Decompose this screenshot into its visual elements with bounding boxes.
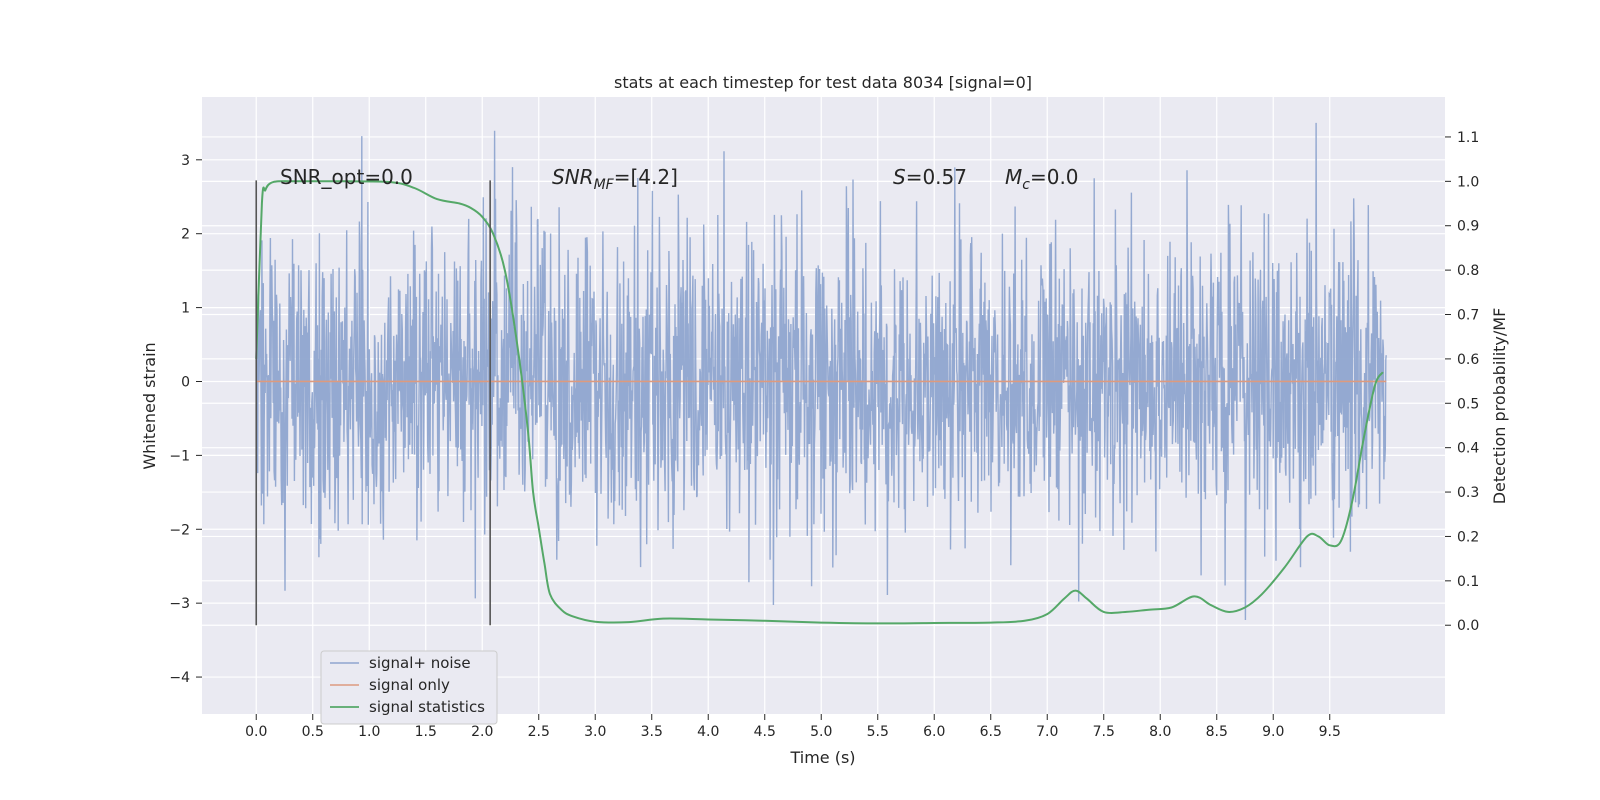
x-tick-label: 4.5 <box>754 724 776 740</box>
y-right-tick-label: 0.9 <box>1457 219 1479 235</box>
annotation-snr-opt: SNR_opt=0.0 <box>280 165 413 189</box>
legend-label-stats: signal statistics <box>369 698 485 716</box>
x-tick-label: 3.0 <box>584 724 606 740</box>
y-right-tick-label: 0.4 <box>1457 441 1479 457</box>
annotation-snr-mf: SNRMF=[4.2] <box>552 165 678 193</box>
annotation-snr-mf-value: =[4.2] <box>614 165 678 189</box>
x-tick-label: 6.5 <box>980 724 1002 740</box>
x-tick-label: 4.0 <box>697 724 719 740</box>
legend: signal+ noise signal only signal statist… <box>320 650 498 725</box>
x-tick-label: 6.0 <box>923 724 945 740</box>
x-tick-label: 5.0 <box>810 724 832 740</box>
annotation-mc-symbol: M <box>1005 165 1022 189</box>
y-right-tick-label: 1.1 <box>1457 130 1479 146</box>
y-tick-label: −1 <box>169 448 190 464</box>
annotation-snr-mf-symbol: SNR <box>552 165 594 189</box>
y-axis-title: Whitened strain <box>140 342 159 469</box>
y-right-tick-label: 0.2 <box>1457 529 1479 545</box>
y-axis-ticks: 3 2 1 0 −1 −2 −3 −4 <box>169 153 202 686</box>
x-tick-label: 7.0 <box>1036 724 1058 740</box>
line-series <box>255 180 1387 625</box>
y-tick-label: −2 <box>169 522 190 538</box>
annotation-s: S=0.57 <box>893 165 967 189</box>
y-right-axis-title: Detection probability/MF <box>1490 308 1509 505</box>
y-tick-label: 0 <box>181 374 190 390</box>
y-tick-label: 1 <box>181 301 190 317</box>
x-tick-label: 2.5 <box>528 724 550 740</box>
y-right-tick-label: 0.8 <box>1457 263 1479 279</box>
x-tick-label: 9.5 <box>1319 724 1341 740</box>
x-tick-label: 1.5 <box>415 724 437 740</box>
x-axis-title: Time (s) <box>789 748 855 767</box>
x-tick-label: 0.0 <box>245 724 267 740</box>
chart-title: stats at each timestep for test data 803… <box>614 73 1032 92</box>
y-tick-label: −4 <box>169 670 190 686</box>
vertical-markers <box>255 180 491 626</box>
annotation-mc: Mc=0.0 <box>1005 165 1079 193</box>
series-signal-statistics <box>255 180 1384 625</box>
annotation-mc-subscript: c <box>1022 177 1030 193</box>
y-right-tick-label: 0.7 <box>1457 308 1479 324</box>
y-tick-label: −3 <box>169 596 190 612</box>
x-tick-label: 0.5 <box>302 724 324 740</box>
y-right-tick-label: 0.1 <box>1457 574 1479 590</box>
annotation-snr-mf-subscript: MF <box>594 177 615 193</box>
x-tick-label: 9.0 <box>1262 724 1284 740</box>
annotations: SNR_opt=0.0 SNRMF=[4.2] S=0.57 Mc=0.0 <box>280 165 1079 193</box>
y-right-axis-ticks: 1.1 1.0 0.9 0.8 0.7 0.6 0.5 0.4 0.3 0.2 0.1 0.0 <box>1445 130 1479 634</box>
y-right-tick-label: 0.3 <box>1457 485 1479 501</box>
x-tick-label: 3.5 <box>641 724 663 740</box>
x-tick-label: 7.5 <box>1093 724 1115 740</box>
x-tick-label: 1.0 <box>358 724 380 740</box>
annotation-s-value: =0.57 <box>906 165 967 189</box>
x-tick-label: 2.0 <box>471 724 493 740</box>
y-right-tick-label: 1.0 <box>1457 174 1479 190</box>
y-right-tick-label: 0.6 <box>1457 352 1479 368</box>
legend-box <box>320 650 498 725</box>
annotation-mc-value: =0.0 <box>1030 165 1079 189</box>
x-tick-label: 8.5 <box>1206 724 1228 740</box>
grid <box>202 97 1445 714</box>
y-right-tick-label: 0.0 <box>1457 618 1479 634</box>
y-right-tick-label: 0.5 <box>1457 396 1479 412</box>
y-tick-label: 2 <box>181 227 190 243</box>
y-tick-label: 3 <box>181 153 190 169</box>
x-tick-label: 8.0 <box>1149 724 1171 740</box>
legend-label-signal: signal only <box>369 676 450 694</box>
x-tick-label: 5.5 <box>867 724 889 740</box>
x-axis-ticks: 0.0 0.5 1.0 1.5 2.0 2.5 3.0 3.5 4.0 4.5 5.0 5.5 6.0 6… <box>245 714 1341 740</box>
legend-label-noise: signal+ noise <box>369 654 471 672</box>
annotation-s-symbol: S <box>893 165 906 189</box>
